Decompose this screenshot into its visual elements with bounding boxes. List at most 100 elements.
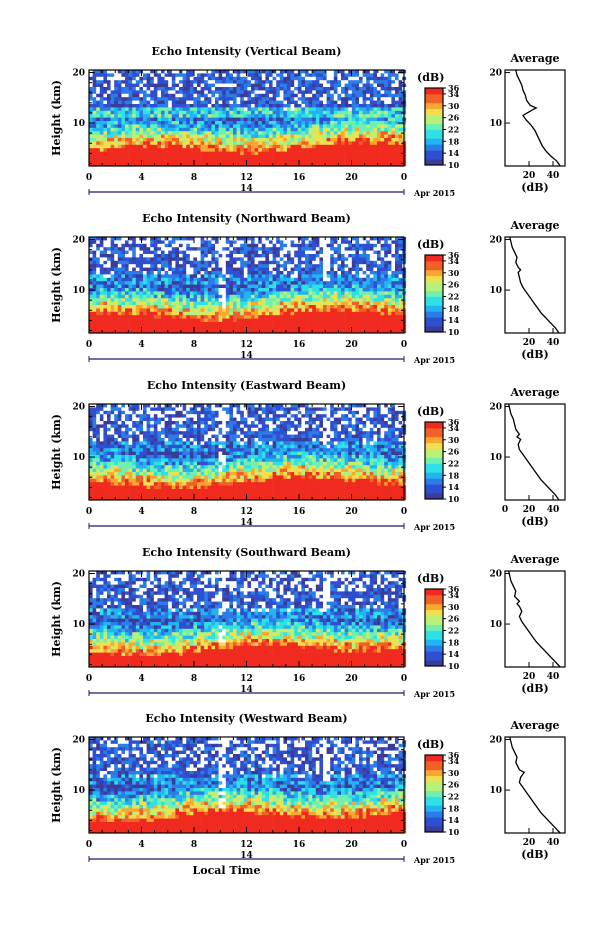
average-x-axis-label: (dB): [521, 348, 548, 361]
x-tick-label: 16: [293, 674, 306, 684]
colorbar-tick-label: 22: [448, 458, 459, 468]
heatmap: [89, 70, 407, 167]
x-tick-label: 0: [401, 507, 407, 517]
colorbar-tick-label: 18: [448, 803, 460, 813]
panel-title: Echo Intensity (Eastward Beam): [147, 379, 346, 392]
colorbar-tick-label: 10: [448, 494, 460, 504]
colorbar-tick-label: 18: [448, 303, 460, 313]
colorbar: [425, 88, 443, 166]
colorbar-tick-label: 36: [448, 584, 460, 594]
y-tick-label: 10: [72, 453, 85, 463]
x-tick-label: 16: [293, 340, 306, 350]
x-tick-label: 16: [293, 173, 306, 183]
average-frame: [504, 69, 566, 167]
x-tick-label: 20: [345, 173, 358, 183]
average-y-tick-label: 20: [489, 236, 502, 246]
colorbar-tick-label: 22: [448, 625, 459, 635]
date-day: 14: [240, 184, 253, 194]
date-day: 14: [240, 685, 253, 695]
average-profile-line: [515, 69, 561, 167]
colorbar-title: (dB): [417, 572, 444, 585]
colorbar-tick-label: 36: [448, 83, 460, 93]
panel-3: Echo Intensity (Southward Beam) 10 20 Heigh…: [50, 546, 566, 699]
x-tick-label: 20: [345, 840, 358, 850]
x-tick-label: 0: [401, 840, 407, 850]
heatmap: [89, 571, 407, 668]
colorbar-tick-label: 14: [448, 649, 460, 659]
average-x-tick-label: 20: [523, 672, 536, 682]
y-tick-label: 10: [72, 620, 85, 630]
average-x-axis-label: (dB): [521, 848, 548, 861]
colorbar-tick-label: 30: [448, 101, 460, 111]
colorbar-title: (dB): [417, 71, 444, 84]
x-tick-label: 0: [86, 674, 92, 684]
x-tick-label: 12: [240, 840, 253, 850]
average-y-tick-label: 10: [489, 286, 502, 296]
colorbar-tick-label: 10: [448, 160, 460, 170]
colorbar-tick-label: 34: [448, 590, 460, 600]
x-tick-label: 12: [240, 173, 253, 183]
average-profile: Average 10 20 20 40(dB): [489, 719, 566, 861]
x-tick-label: 0: [401, 173, 407, 183]
x-tick-label: 8: [191, 340, 197, 350]
colorbar-tick-label: 22: [448, 124, 459, 134]
colorbar-title: (dB): [417, 738, 444, 751]
x-tick-label: 16: [293, 840, 306, 850]
panel-title: Echo Intensity (Vertical Beam): [151, 45, 341, 58]
colorbar: [425, 755, 443, 833]
colorbar-tick-label: 26: [448, 280, 460, 290]
average-profile-line: [507, 570, 561, 668]
average-x-tick-label: 40: [547, 505, 560, 515]
x-tick-label: 12: [240, 674, 253, 684]
y-axis-label: Height (km): [50, 80, 63, 156]
average-x-tick-label: 20: [523, 838, 536, 848]
average-y-tick-label: 20: [489, 736, 502, 746]
panel-0: Echo Intensity (Vertical Beam) 10 20 Height…: [50, 45, 566, 198]
x-tick-label: 4: [138, 507, 144, 517]
average-frame: [504, 570, 566, 668]
colorbar-tick-label: 14: [448, 315, 460, 325]
average-y-tick-label: 10: [489, 453, 502, 463]
colorbar-tick-label: 36: [448, 250, 460, 260]
average-frame: [504, 236, 566, 334]
x-tick-label: 16: [293, 507, 306, 517]
average-title: Average: [509, 719, 559, 732]
colorbar: [425, 255, 443, 333]
average-profile-line: [509, 736, 561, 834]
colorbar-tick-label: 30: [448, 268, 460, 278]
date-month-year: Apr 2015: [413, 355, 455, 365]
average-profile: Average 10 20 0 20 40(dB): [489, 386, 566, 528]
x-tick-label: 20: [345, 674, 358, 684]
average-x-tick-label: 40: [547, 338, 560, 348]
colorbar-tick-label: 14: [448, 148, 460, 158]
y-axis-label: Height (km): [50, 581, 63, 657]
colorbar-tick-label: 10: [448, 827, 460, 837]
average-x-tick-label: 20: [523, 505, 536, 515]
heatmap: [89, 404, 407, 501]
y-tick-label: 10: [72, 119, 85, 129]
colorbar-tick-label: 18: [448, 470, 460, 480]
y-tick-label: 10: [72, 786, 85, 796]
x-tick-label: 4: [138, 173, 144, 183]
panel-4: Echo Intensity (Westward Beam) 10 20 Height…: [50, 712, 566, 877]
colorbar-tick-label: 34: [448, 423, 460, 433]
colorbar-tick-label: 22: [448, 791, 459, 801]
y-tick-label: 10: [72, 286, 85, 296]
date-month-year: Apr 2015: [413, 855, 455, 865]
average-frame: [504, 736, 566, 834]
average-y-tick-label: 10: [489, 620, 502, 630]
date-day: 14: [240, 518, 253, 528]
colorbar-tick-label: 26: [448, 113, 460, 123]
colorbar-tick-label: 26: [448, 780, 460, 790]
colorbar-tick-label: 34: [448, 256, 460, 266]
colorbar-title: (dB): [417, 405, 444, 418]
x-axis-label: Local Time: [193, 864, 261, 877]
colorbar-tick-label: 14: [448, 815, 460, 825]
average-x-tick-label: 40: [547, 171, 560, 181]
average-title: Average: [509, 386, 559, 399]
panel-title: Echo Intensity (Northward Beam): [142, 212, 351, 225]
colorbar-tick-label: 10: [448, 327, 460, 337]
x-tick-label: 20: [345, 340, 358, 350]
colorbar-tick-label: 10: [448, 661, 460, 671]
panel-title: Echo Intensity (Westward Beam): [145, 712, 347, 725]
